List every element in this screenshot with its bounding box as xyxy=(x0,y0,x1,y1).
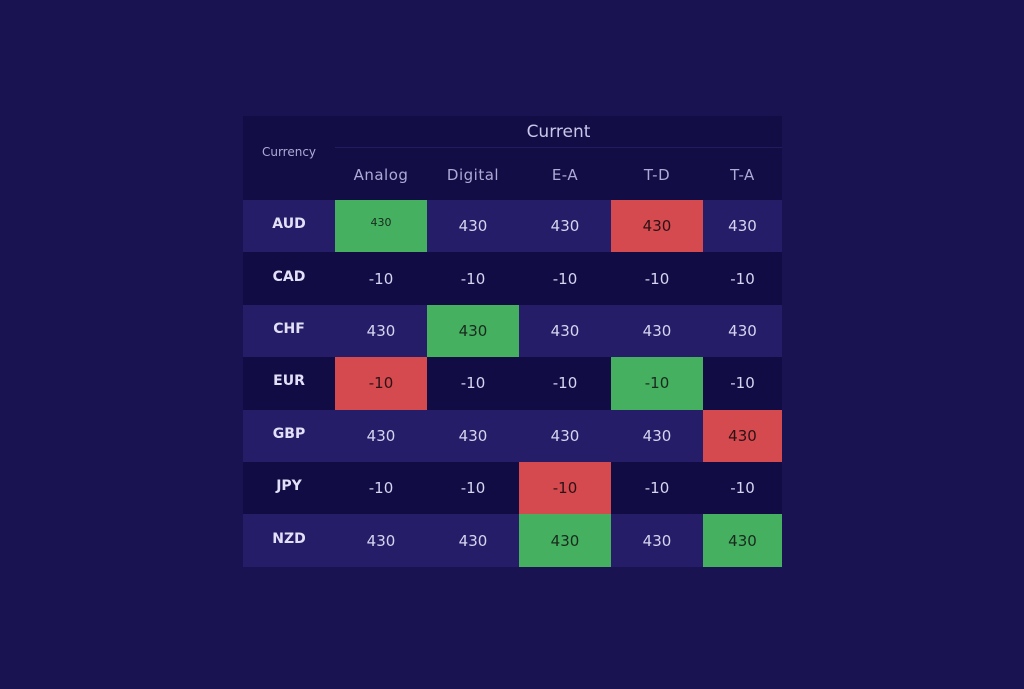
column-header-digital: Digital xyxy=(427,148,519,200)
value-cell-cad-t-d: -10 xyxy=(611,252,703,305)
value-cell-aud-t-a: 430 xyxy=(703,200,782,253)
value-cell-aud-digital: 430 xyxy=(427,200,519,253)
column-header-t-a: T-A xyxy=(703,148,782,200)
value-cell-chf-digital: 430 xyxy=(427,304,519,358)
value-cell-eur-e-a: -10 xyxy=(519,357,611,410)
column-header-t-d: T-D xyxy=(611,148,703,200)
value-cell-jpy-t-a: -10 xyxy=(703,461,782,515)
corner-header-currency: Currency xyxy=(243,116,335,200)
value-cell-nzd-digital: 430 xyxy=(427,514,519,567)
value-cell-aud-analog: 430 xyxy=(335,200,427,253)
value-cell-jpy-e-a: -10 xyxy=(519,461,611,515)
row-label-eur: EUR xyxy=(243,357,335,410)
row-label-cad: CAD xyxy=(243,252,335,305)
value-cell-gbp-t-d: 430 xyxy=(611,409,703,462)
row-label-jpy: JPY xyxy=(243,461,335,515)
column-header-analog: Analog xyxy=(335,148,427,200)
value-cell-eur-analog: -10 xyxy=(335,357,427,410)
value-cell-aud-e-a: 430 xyxy=(519,200,611,253)
value-cell-chf-t-d: 430 xyxy=(611,304,703,358)
value-cell-aud-t-d: 430 xyxy=(611,200,703,253)
value-cell-cad-e-a: -10 xyxy=(519,252,611,305)
row-label-nzd: NZD xyxy=(243,514,335,567)
value-cell-jpy-digital: -10 xyxy=(427,461,519,515)
value-cell-gbp-t-a: 430 xyxy=(703,409,782,462)
value-cell-chf-e-a: 430 xyxy=(519,304,611,358)
value-cell-eur-t-d: -10 xyxy=(611,357,703,410)
value-cell-eur-t-a: -10 xyxy=(703,357,782,410)
group-header-current: Current xyxy=(335,116,782,148)
value-cell-gbp-digital: 430 xyxy=(427,409,519,462)
value-cell-jpy-t-d: -10 xyxy=(611,461,703,515)
value-cell-cad-digital: -10 xyxy=(427,252,519,305)
value-cell-nzd-t-a: 430 xyxy=(703,514,782,567)
value-cell-nzd-t-d: 430 xyxy=(611,514,703,567)
value-cell-jpy-analog: -10 xyxy=(335,461,427,515)
value-cell-cad-t-a: -10 xyxy=(703,252,782,305)
value-cell-gbp-analog: 430 xyxy=(335,409,427,462)
value-cell-nzd-e-a: 430 xyxy=(519,514,611,567)
value-cell-gbp-e-a: 430 xyxy=(519,409,611,462)
value-cell-eur-digital: -10 xyxy=(427,357,519,410)
value-cell-chf-analog: 430 xyxy=(335,304,427,358)
column-header-e-a: E-A xyxy=(519,148,611,200)
row-label-gbp: GBP xyxy=(243,409,335,462)
currency-table: Currency Current Analog Digital E-A T-D … xyxy=(243,116,782,567)
row-label-chf: CHF xyxy=(243,304,335,358)
value-cell-chf-t-a: 430 xyxy=(703,304,782,358)
value-cell-cad-analog: -10 xyxy=(335,252,427,305)
row-label-aud: AUD xyxy=(243,200,335,253)
value-cell-nzd-analog: 430 xyxy=(335,514,427,567)
